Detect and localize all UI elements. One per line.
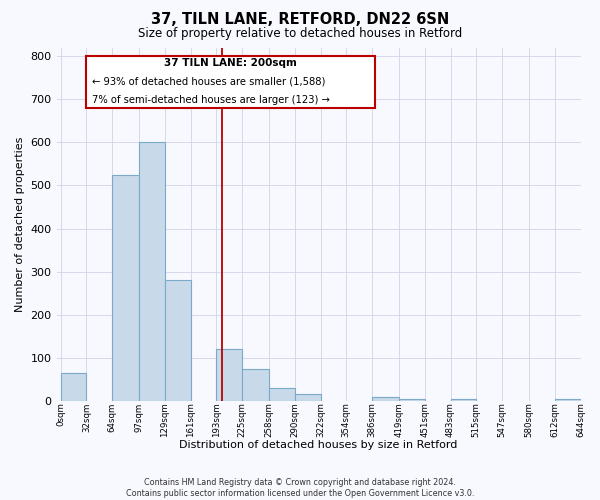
Text: Contains HM Land Registry data © Crown copyright and database right 2024.
Contai: Contains HM Land Registry data © Crown c… bbox=[126, 478, 474, 498]
Y-axis label: Number of detached properties: Number of detached properties bbox=[15, 136, 25, 312]
Text: 37, TILN LANE, RETFORD, DN22 6SN: 37, TILN LANE, RETFORD, DN22 6SN bbox=[151, 12, 449, 28]
Bar bbox=[295, 394, 320, 401]
Bar bbox=[399, 399, 425, 401]
Bar bbox=[242, 368, 269, 401]
Text: ← 93% of detached houses are smaller (1,588): ← 93% of detached houses are smaller (1,… bbox=[92, 77, 325, 87]
Text: 7% of semi-detached houses are larger (123) →: 7% of semi-detached houses are larger (1… bbox=[92, 95, 329, 105]
Bar bbox=[451, 399, 476, 401]
Bar bbox=[165, 280, 191, 401]
Bar bbox=[112, 174, 139, 401]
Text: Size of property relative to detached houses in Retford: Size of property relative to detached ho… bbox=[138, 28, 462, 40]
X-axis label: Distribution of detached houses by size in Retford: Distribution of detached houses by size … bbox=[179, 440, 458, 450]
Bar bbox=[61, 373, 86, 401]
Bar bbox=[372, 396, 399, 401]
Bar bbox=[217, 349, 242, 401]
Bar bbox=[269, 388, 295, 401]
Text: 37 TILN LANE: 200sqm: 37 TILN LANE: 200sqm bbox=[164, 58, 298, 68]
FancyBboxPatch shape bbox=[86, 56, 376, 108]
Bar bbox=[139, 142, 165, 401]
Bar bbox=[554, 399, 581, 401]
